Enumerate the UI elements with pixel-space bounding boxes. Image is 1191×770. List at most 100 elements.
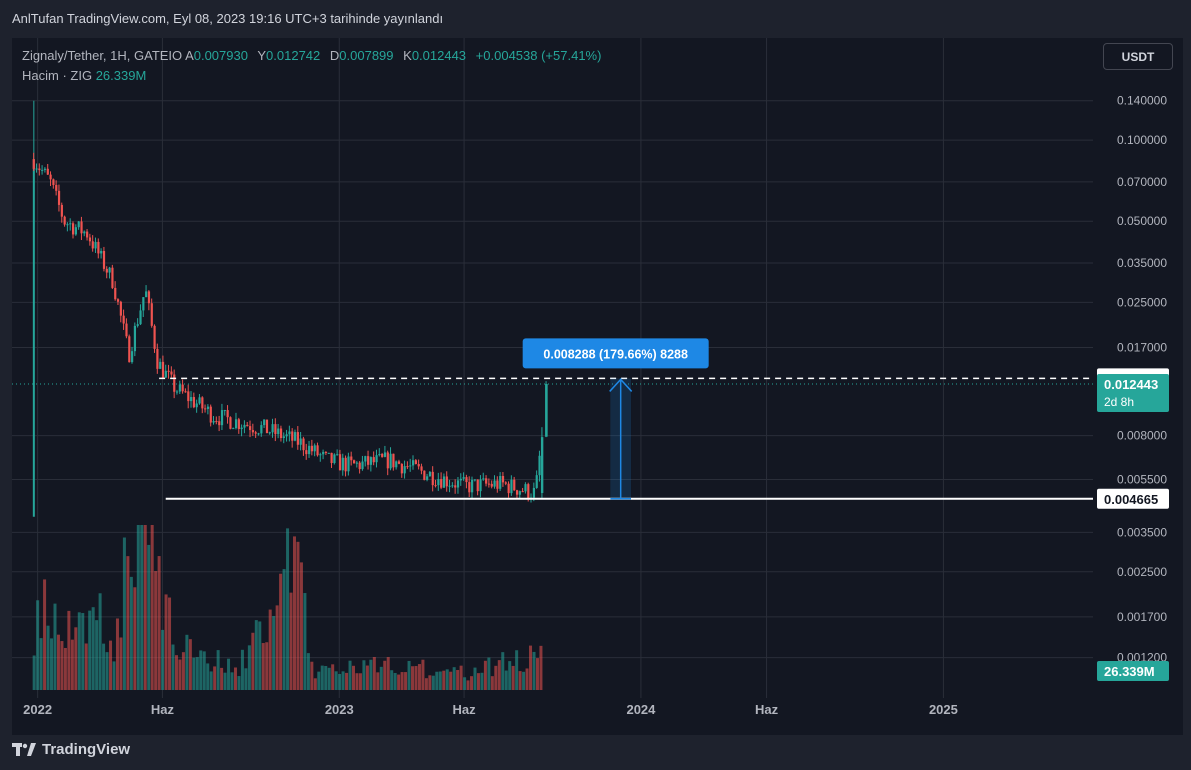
volume-bar bbox=[428, 675, 432, 690]
high-value: 0.012742 bbox=[266, 48, 321, 63]
volume-bar bbox=[490, 676, 494, 690]
volume-bar bbox=[60, 641, 64, 690]
candle bbox=[279, 428, 283, 439]
price-chart[interactable]: 0.140000 0.100000 0.070000 0.050000 0.035000… bbox=[12, 38, 1183, 735]
volume-bar bbox=[338, 673, 342, 690]
candle bbox=[482, 478, 485, 480]
candle bbox=[501, 475, 505, 483]
candle bbox=[46, 168, 49, 175]
currency-button[interactable]: USDT bbox=[1103, 43, 1173, 70]
volume-bar bbox=[122, 537, 126, 690]
y-tick-label: 0.017000 bbox=[1117, 340, 1167, 354]
volume-bar bbox=[476, 673, 480, 690]
candle bbox=[190, 397, 193, 402]
candle bbox=[260, 425, 263, 434]
candle bbox=[423, 470, 426, 480]
volume-bar bbox=[348, 660, 352, 690]
candle bbox=[83, 231, 86, 234]
volume-bar bbox=[105, 652, 109, 690]
volume-bar bbox=[63, 647, 67, 690]
candle bbox=[156, 348, 159, 369]
candle bbox=[178, 384, 181, 392]
candle bbox=[254, 432, 257, 434]
y-tick-label: 0.070000 bbox=[1117, 175, 1167, 189]
volume-tag: 26.339M bbox=[1104, 664, 1155, 679]
candle bbox=[293, 432, 297, 441]
volume-bar bbox=[39, 638, 43, 690]
candle bbox=[504, 482, 507, 484]
tradingview-brand[interactable]: TradingView bbox=[12, 741, 130, 758]
candle bbox=[184, 391, 187, 393]
x-tick-label: Haz bbox=[453, 702, 477, 717]
volume-label: Hacim · ZIG bbox=[22, 68, 93, 83]
volume-bar bbox=[209, 671, 213, 690]
candle bbox=[215, 421, 218, 423]
candle bbox=[434, 485, 437, 487]
candle bbox=[333, 454, 336, 464]
candle bbox=[223, 410, 226, 412]
volume-bar bbox=[386, 657, 390, 690]
volume-bar bbox=[365, 665, 369, 690]
candle bbox=[43, 168, 47, 170]
volume-bar bbox=[168, 597, 172, 690]
volume-bar bbox=[525, 668, 529, 690]
volume-bar bbox=[213, 666, 217, 690]
candle bbox=[246, 424, 249, 427]
volume-bar bbox=[522, 671, 526, 690]
volume-bar bbox=[50, 638, 54, 690]
candle bbox=[456, 480, 460, 488]
candle bbox=[327, 452, 330, 454]
candle bbox=[338, 454, 342, 471]
volume-bar bbox=[424, 678, 428, 690]
candle bbox=[521, 491, 524, 493]
volume-bar bbox=[272, 616, 276, 690]
candle bbox=[249, 426, 252, 431]
candle bbox=[128, 336, 131, 363]
candle bbox=[102, 250, 106, 269]
candle bbox=[487, 483, 491, 485]
candle bbox=[344, 457, 347, 472]
candle bbox=[173, 374, 176, 392]
candle bbox=[72, 223, 75, 235]
volume-bar bbox=[240, 649, 244, 690]
candle bbox=[448, 485, 451, 487]
brand-name: TradingView bbox=[42, 741, 131, 758]
candle bbox=[69, 223, 72, 225]
volume-bar bbox=[282, 569, 286, 690]
volume-bar bbox=[32, 655, 36, 690]
candle bbox=[288, 431, 291, 435]
volume-bar bbox=[192, 657, 196, 690]
volume-bar bbox=[178, 659, 182, 690]
candle bbox=[336, 454, 339, 456]
low-key: D bbox=[329, 48, 340, 63]
volume-bar bbox=[195, 657, 199, 690]
candle bbox=[38, 168, 41, 171]
y-tick-label: 0.100000 bbox=[1117, 133, 1167, 147]
volume-bar bbox=[154, 571, 158, 690]
candle bbox=[350, 456, 353, 461]
publication-header: AnlTufan TradingView.com, Eyl 08, 2023 1… bbox=[0, 0, 1191, 38]
candle bbox=[375, 455, 378, 463]
candle bbox=[277, 428, 280, 435]
candle bbox=[35, 168, 38, 170]
volume-bar bbox=[473, 667, 477, 690]
volume-bar bbox=[497, 660, 501, 690]
volume-bar bbox=[227, 658, 231, 690]
candle bbox=[100, 250, 103, 254]
candle bbox=[308, 445, 311, 455]
candle bbox=[209, 406, 212, 423]
candle bbox=[518, 491, 521, 495]
candle bbox=[493, 480, 496, 487]
volume-bar bbox=[400, 672, 404, 690]
y-tick-label: 0.005500 bbox=[1117, 472, 1167, 486]
candle bbox=[243, 424, 246, 428]
volume-bar bbox=[216, 650, 220, 690]
candle bbox=[60, 204, 63, 217]
volume-bar bbox=[417, 664, 421, 690]
candle bbox=[111, 267, 114, 288]
volume-bar bbox=[421, 659, 425, 690]
volume-bar bbox=[438, 671, 442, 690]
candle bbox=[153, 325, 156, 349]
chart-panel[interactable]: 0.140000 0.100000 0.070000 0.050000 0.035000… bbox=[12, 38, 1183, 735]
candle bbox=[237, 419, 240, 430]
